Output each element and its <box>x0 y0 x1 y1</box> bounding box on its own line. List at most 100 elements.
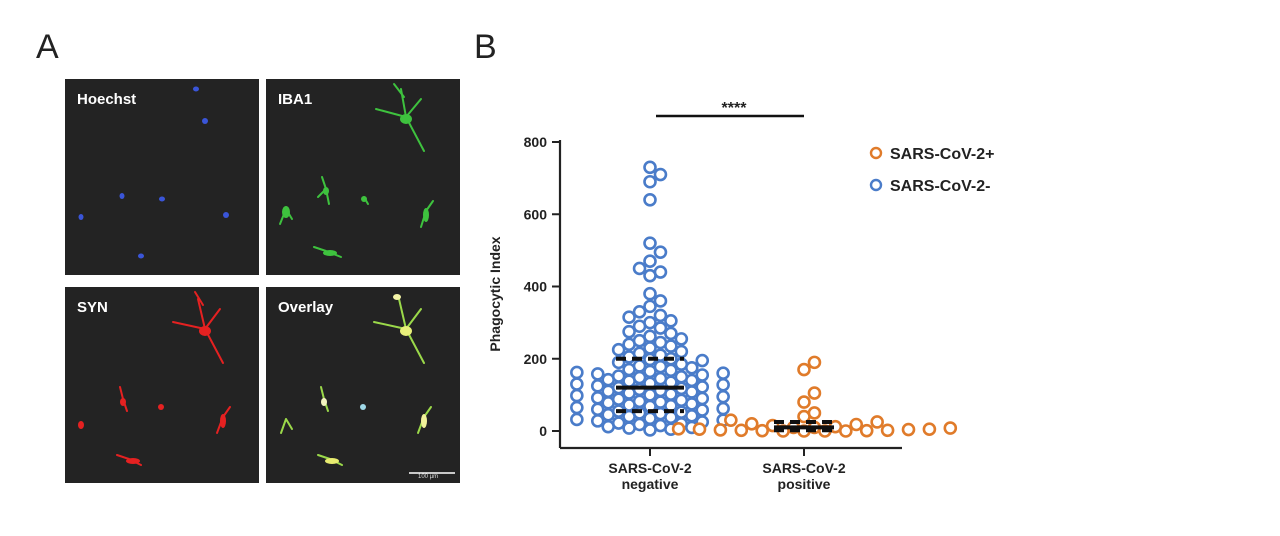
significance-annotation: **** <box>656 100 804 118</box>
data-point <box>570 377 584 391</box>
data-point <box>695 353 710 368</box>
data-point <box>744 416 759 431</box>
data-point <box>590 414 605 428</box>
data-point <box>674 332 689 346</box>
legend-label: SARS-CoV-2+ <box>890 146 994 163</box>
data-point <box>724 413 738 427</box>
data-point <box>653 418 668 433</box>
data-point <box>859 423 874 438</box>
data-point <box>590 379 605 393</box>
data-point <box>643 174 657 189</box>
micrograph-hoechst: Hoechst <box>65 79 259 275</box>
data-point <box>671 422 686 436</box>
data-point <box>653 308 668 323</box>
significance-stars: **** <box>722 100 748 117</box>
data-point <box>695 391 710 406</box>
data-point <box>611 369 626 383</box>
data-point <box>695 403 710 417</box>
legend-label: SARS-CoV-2- <box>890 178 990 195</box>
data-point <box>870 415 884 429</box>
y-tick-label: 800 <box>524 134 548 150</box>
legend-marker <box>869 146 883 160</box>
data-point <box>653 321 668 335</box>
data-point <box>695 380 710 394</box>
overlay-cells <box>280 294 455 474</box>
y-tick-label: 600 <box>524 206 548 222</box>
data-point <box>643 299 657 314</box>
data-point <box>570 412 584 427</box>
data-point <box>590 402 605 417</box>
data-point <box>807 355 822 370</box>
y-tick-label: 400 <box>524 279 548 295</box>
data-point <box>632 304 647 319</box>
data-point <box>570 388 584 403</box>
data-point <box>922 422 937 436</box>
panel-label-b: B <box>474 28 497 66</box>
syn-label: SYN <box>77 299 108 316</box>
data-point <box>674 393 689 408</box>
data-point <box>643 315 657 330</box>
y-tick-label: 0 <box>539 423 547 439</box>
data-point <box>622 324 636 339</box>
data-point <box>664 326 678 341</box>
data-point <box>692 422 707 436</box>
data-point <box>632 394 647 409</box>
data-point <box>807 386 822 400</box>
hoechst-label: Hoechst <box>77 91 137 108</box>
syn-cells <box>78 291 231 466</box>
data-point <box>570 365 584 380</box>
data-point <box>849 417 864 432</box>
chart-axes <box>558 140 902 450</box>
data-point <box>713 423 728 437</box>
overlay-label: Overlay <box>278 299 334 316</box>
data-point <box>734 423 749 438</box>
data-point <box>570 400 584 415</box>
data-point <box>653 335 668 350</box>
data-point <box>643 286 657 301</box>
data-point <box>632 417 647 432</box>
data-point <box>653 359 668 374</box>
micrograph-iba1: IBA1 <box>266 79 460 275</box>
data-points <box>570 160 958 438</box>
median-quartile-lines <box>616 356 834 433</box>
panel-label-a: A <box>36 28 59 66</box>
data-point <box>695 368 710 382</box>
data-point <box>807 406 822 420</box>
x-tick-label: SARS-CoV-2 <box>762 460 845 476</box>
data-point <box>653 294 668 308</box>
data-point <box>716 377 730 392</box>
scale-bar-label: 100 µm <box>418 474 439 480</box>
data-point <box>797 395 811 409</box>
data-point <box>643 160 657 175</box>
legend: SARS-CoV-2+ SARS-CoV-2- <box>869 146 994 195</box>
data-point <box>943 421 958 435</box>
data-point <box>611 392 626 407</box>
data-point <box>653 371 668 386</box>
data-point <box>716 401 730 416</box>
legend-marker <box>869 178 883 192</box>
data-point <box>643 254 657 269</box>
x-tick-label: SARS-CoV-2 <box>608 460 691 476</box>
data-point <box>632 370 647 385</box>
data-point <box>611 342 626 357</box>
data-point <box>611 416 626 430</box>
micrograph-overlay: Overlay 100 µm <box>266 287 460 483</box>
data-point <box>653 395 668 409</box>
y-tick-label: 200 <box>524 351 548 367</box>
data-point <box>590 390 605 405</box>
data-point <box>653 265 668 279</box>
phagocytic-index-chart: 0 200 400 600 800 Phagocytic Index SARS-CoV-… <box>487 100 994 492</box>
data-point <box>590 367 605 381</box>
y-ticks: 0 200 400 600 800 <box>524 134 560 439</box>
data-point <box>643 329 657 344</box>
data-point <box>880 423 895 438</box>
data-point <box>901 422 916 437</box>
data-point <box>674 370 689 384</box>
x-tick-label: negative <box>622 476 679 492</box>
x-tick-label: positive <box>778 476 831 492</box>
data-point <box>664 314 678 328</box>
y-axis-label: Phagocytic Index <box>487 236 503 351</box>
iba1-cells <box>279 83 434 258</box>
data-point <box>716 389 730 404</box>
